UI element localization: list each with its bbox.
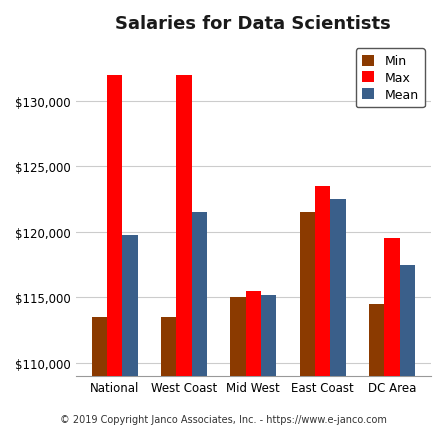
Bar (400, 265, 415, 376)
Bar (315, 187, 330, 376)
Bar (330, 200, 346, 376)
Bar (369, 304, 384, 376)
Text: © 2019 Copyright Janco Associates, Inc. - https://www.e-janco.com: © 2019 Copyright Janco Associates, Inc. … (60, 414, 386, 424)
Bar (122, 235, 137, 376)
Bar (192, 213, 207, 376)
Bar (384, 239, 400, 376)
Bar (176, 75, 192, 376)
Title: Salaries for Data Scientists: Salaries for Data Scientists (116, 15, 391, 33)
Bar (300, 213, 315, 376)
Bar (246, 291, 261, 376)
Bar (261, 295, 276, 376)
Bar (92, 317, 107, 376)
Bar (231, 298, 246, 376)
Legend: Min, Max, Mean: Min, Max, Mean (355, 49, 425, 108)
Bar (161, 317, 176, 376)
Bar (107, 75, 122, 376)
